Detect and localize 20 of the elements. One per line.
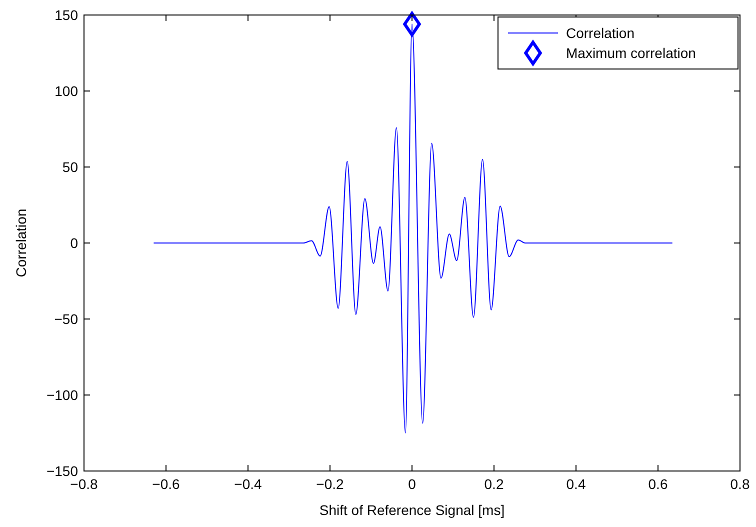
x-tick-label: 0.2 bbox=[484, 476, 504, 492]
legend-label: Maximum correlation bbox=[566, 45, 696, 61]
y-tick-label: 0 bbox=[70, 235, 78, 251]
y-axis-title: Correlation bbox=[13, 208, 29, 278]
x-tick-label: 0.4 bbox=[566, 476, 586, 492]
y-tick-label: −100 bbox=[46, 387, 78, 403]
x-axis-title: Shift of Reference Signal [ms] bbox=[319, 502, 505, 518]
y-tick-label: 100 bbox=[54, 83, 78, 99]
x-tick-label: 0.8 bbox=[730, 476, 750, 492]
y-tick-label: 150 bbox=[54, 7, 78, 23]
x-tick-label: 0.6 bbox=[648, 476, 668, 492]
y-tick-label: −150 bbox=[46, 463, 78, 479]
x-tick-label: −0.2 bbox=[316, 476, 344, 492]
legend-label: Correlation bbox=[566, 25, 634, 41]
x-tick-label: −0.8 bbox=[70, 476, 98, 492]
x-tick-label: −0.6 bbox=[152, 476, 180, 492]
y-tick-label: 50 bbox=[62, 159, 78, 175]
x-tick-label: −0.4 bbox=[234, 476, 262, 492]
x-tick-label: 0 bbox=[408, 476, 416, 492]
y-tick-label: −50 bbox=[54, 311, 78, 327]
